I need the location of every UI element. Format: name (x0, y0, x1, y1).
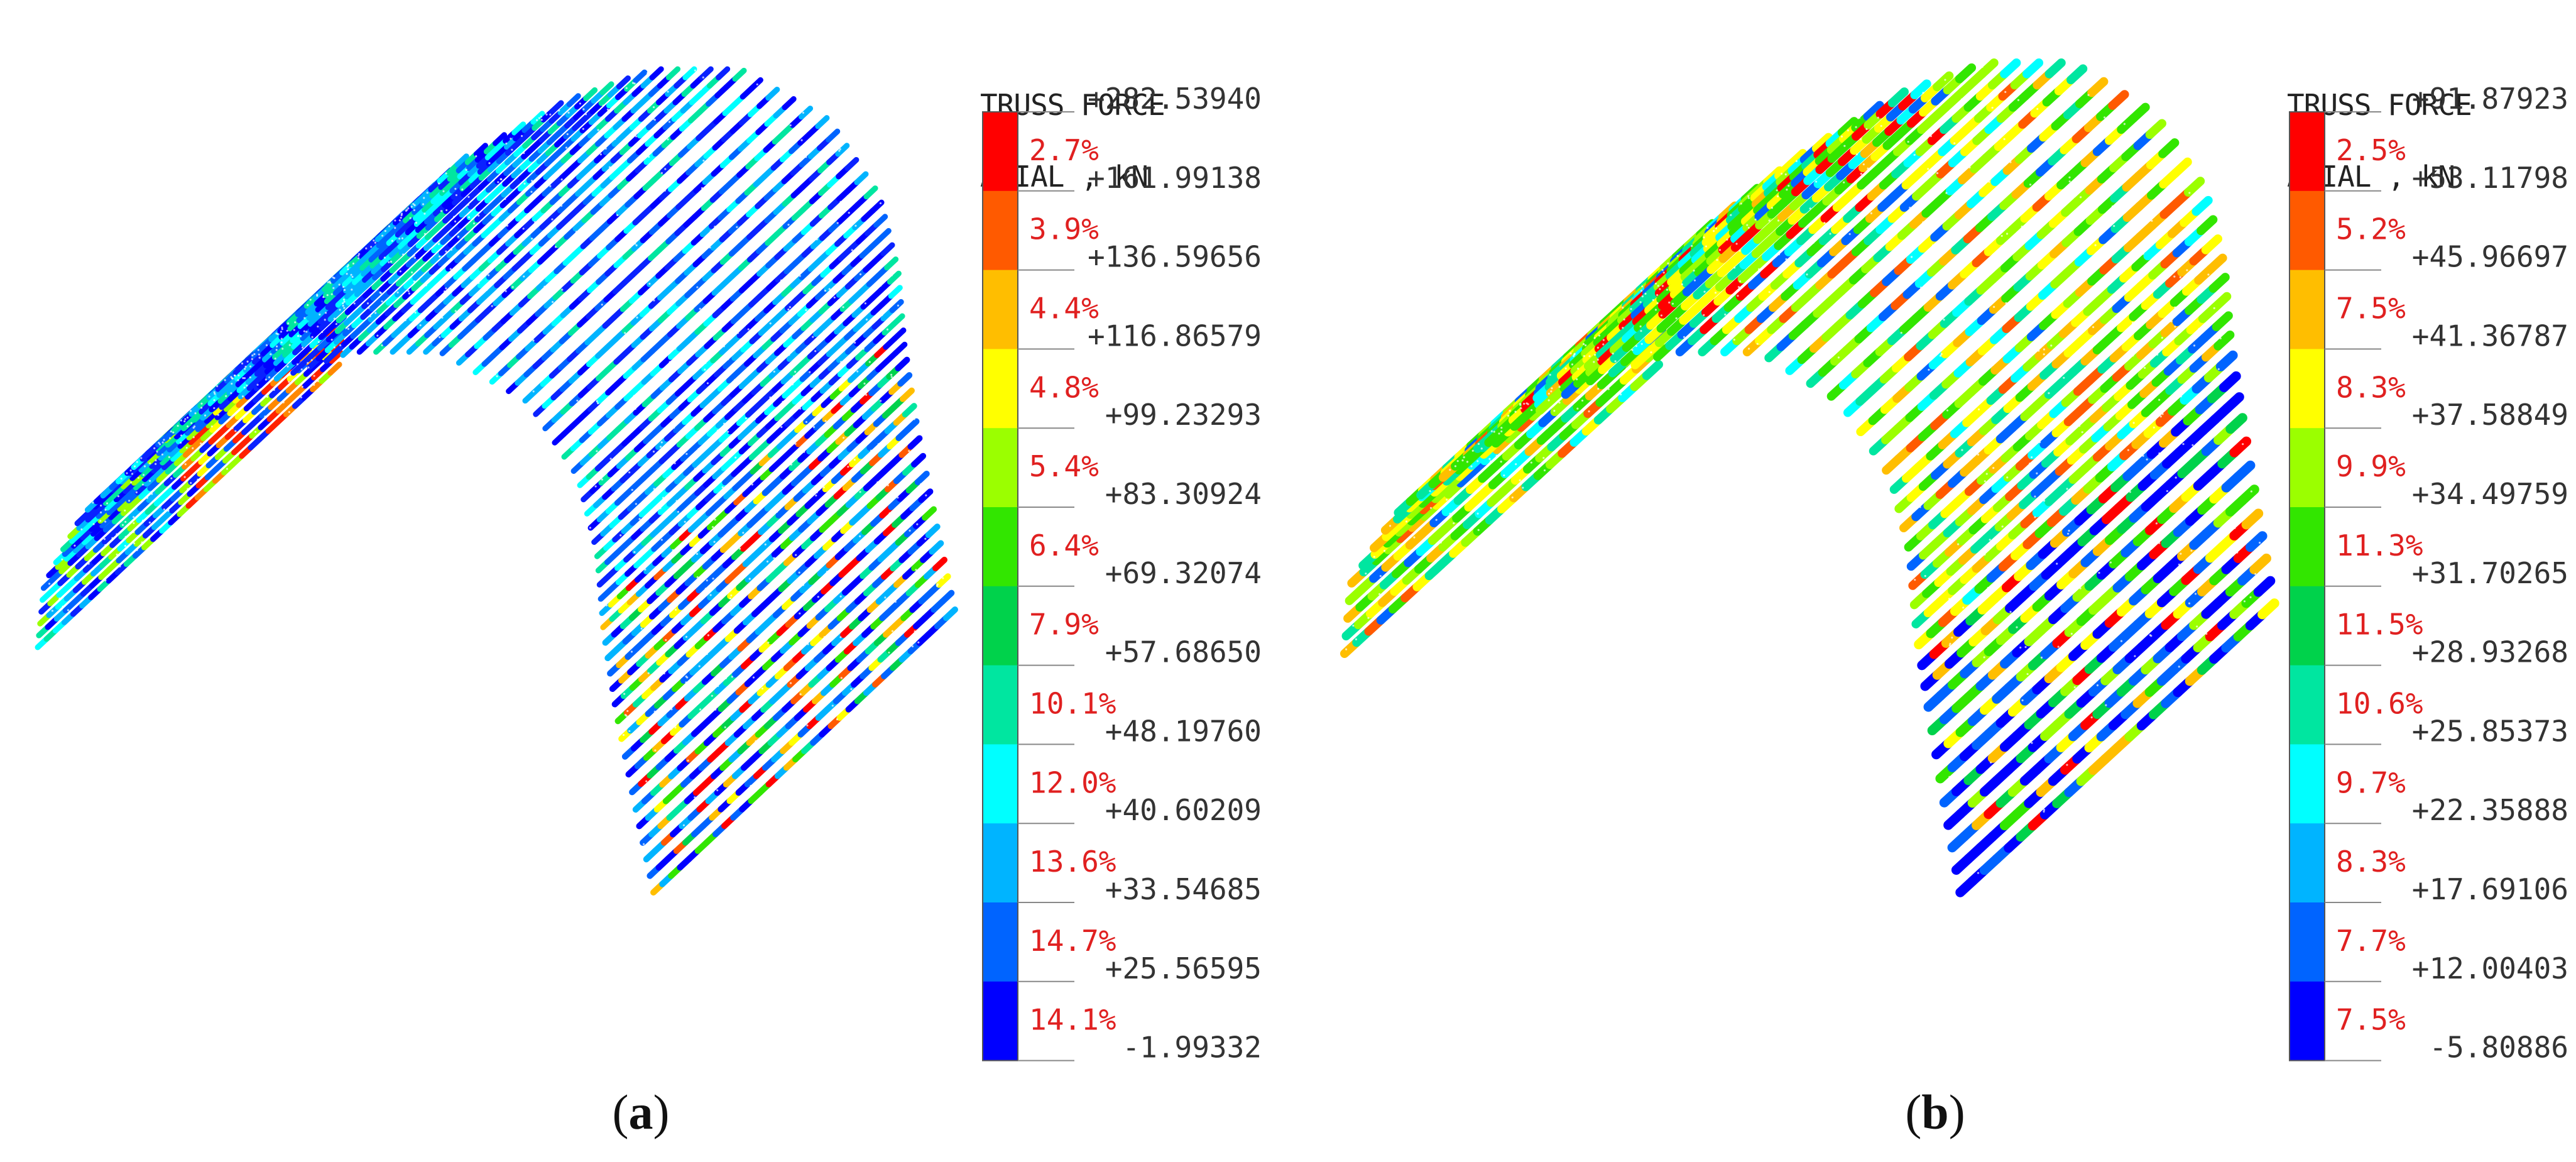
truss-force-contour-plot-a (35, 66, 958, 896)
colorbar-level-label: +99.23293 (1105, 398, 1262, 432)
colorbar-level-label: +161.99138 (1088, 161, 1262, 195)
colorbar-band (983, 586, 1018, 666)
colorbar-percent-label: 9.9% (2336, 449, 2406, 483)
colorbar-level-label: +57.68650 (1105, 635, 1262, 669)
colorbar-band (2289, 665, 2325, 745)
colorbar-band (2289, 507, 2325, 587)
caption-b: (b) (1905, 1085, 1965, 1139)
colorbar-percent-label: 4.8% (1029, 370, 1099, 404)
colorbar-level-label: -1.99332 (1122, 1031, 1262, 1065)
colorbar-level-label: +37.58849 (2412, 398, 2568, 432)
colorbar-percent-label: 8.3% (2336, 845, 2406, 879)
colorbar-percent-label: 11.3% (2336, 529, 2423, 562)
colorbar-level-label: +41.36787 (2412, 319, 2568, 353)
colorbar-level-label: +40.60209 (1105, 793, 1262, 827)
colorbar-band (983, 902, 1018, 982)
colorbar-level-label: +12.00403 (2412, 951, 2568, 985)
colorbar-band (983, 744, 1018, 824)
colorbar-a: +282.53940 +161.99138 +136.59656 +116.86579… (982, 82, 1262, 1065)
colorbar-level-label: +282.53940 (1088, 82, 1262, 116)
panel-b: TRUSS FORCE AXIAL , kN +91.87923 +53.1179… (1288, 0, 2576, 1162)
colorbar-level-label: +25.56595 (1105, 951, 1262, 985)
colorbar-percent-label: 7.5% (2336, 1003, 2406, 1037)
colorbar-level-label: +28.93268 (2412, 635, 2568, 669)
colorbar-percent-label: 5.2% (2336, 212, 2406, 246)
colorbar-band (983, 665, 1018, 745)
legend-title-line1: TRUSS FORCE (2287, 88, 2472, 122)
colorbar-percent-label: 2.7% (1029, 133, 1099, 167)
colorbar-percent-label: 13.6% (1029, 845, 1116, 879)
colorbar-band (983, 112, 1018, 192)
colorbar-band (983, 981, 1018, 1061)
colorbar-level-label: +69.32074 (1105, 556, 1262, 590)
colorbar-level-label: -5.80886 (2429, 1031, 2568, 1065)
colorbar-band (983, 270, 1018, 349)
panel-a: TRUSS FORCE AXIAL , kN +282.53940 +161.99… (35, 0, 1275, 1139)
colorbar-level-label: +45.96697 (2412, 240, 2568, 274)
colorbar-percent-label: 6.4% (1029, 529, 1099, 562)
colorbar-level-label: +33.54685 (1105, 872, 1262, 906)
color-legend-a: TRUSS FORCE AXIAL , kN +282.53940 +161.99… (980, 0, 1275, 1081)
colorbar-percent-label: 12.0% (1029, 765, 1116, 799)
colorbar-band (2289, 823, 2325, 903)
colorbar-band (2289, 270, 2325, 349)
colorbar-band (983, 823, 1018, 903)
colorbar-percent-label: 10.6% (2336, 687, 2423, 721)
colorbar-percent-label: 2.5% (2336, 133, 2406, 167)
colorbar-percent-label: 10.1% (1029, 687, 1116, 721)
colorbar-band (983, 349, 1018, 429)
colorbar-level-label: +25.85373 (2412, 714, 2568, 748)
colorbar-level-label: +91.87923 (2412, 82, 2568, 116)
colorbar-band (2289, 428, 2325, 508)
colorbar-percent-label: 5.4% (1029, 449, 1099, 483)
caption-label: a (628, 1085, 653, 1139)
colorbar-level-label: +48.19760 (1105, 714, 1262, 748)
colorbar-percent-label: 9.7% (2336, 765, 2406, 799)
caption-a: (a) (612, 1085, 670, 1139)
truss-force-contour-plot-b (1340, 58, 2279, 897)
colorbar-level-label: +136.59656 (1088, 240, 1262, 274)
colorbar-percent-label: 7.7% (2336, 924, 2406, 958)
colorbar-band (2289, 112, 2325, 192)
colorbar-band (2289, 902, 2325, 982)
colorbar-percent-label: 14.1% (1029, 1003, 1116, 1037)
caption-label: b (1921, 1085, 1949, 1139)
colorbar-band (2289, 349, 2325, 429)
colorbar-percent-label: 14.7% (1029, 924, 1116, 958)
colorbar-band (2289, 981, 2325, 1061)
colorbar-percent-label: 11.5% (2336, 608, 2423, 642)
colorbar-percent-label: 7.9% (1029, 608, 1099, 642)
legend-title-a: TRUSS FORCE AXIAL , kN (980, 45, 1165, 236)
colorbar-band (983, 428, 1018, 508)
colorbar-band (2289, 744, 2325, 824)
colorbar-level-label: +17.69106 (2412, 872, 2568, 906)
colorbar-level-label: +34.49759 (2412, 477, 2568, 511)
colorbar-percent-label: 3.9% (1029, 212, 1099, 246)
color-legend-b: TRUSS FORCE AXIAL , kN +91.87923 +53.1179… (2287, 0, 2576, 1081)
colorbar-percent-label: 8.3% (2336, 370, 2406, 404)
colorbar-level-label: +116.86579 (1088, 319, 1262, 353)
colorbar-percent-label: 7.5% (2336, 292, 2406, 326)
colorbar-band (2289, 586, 2325, 666)
colorbar-band (983, 507, 1018, 587)
colorbar-level-label: +83.30924 (1105, 477, 1262, 511)
colorbar-level-label: +31.70265 (2412, 556, 2568, 590)
legend-title-line1: TRUSS FORCE (980, 88, 1165, 122)
colorbar-level-label: +22.35888 (2412, 793, 2568, 827)
colorbar-percent-label: 4.4% (1029, 292, 1099, 326)
colorbar-band (2289, 190, 2325, 271)
colorbar-level-label: +53.11798 (2412, 161, 2568, 195)
colorbar-b: +91.87923 +53.11798 +45.96697 +41.36787 +37.… (2289, 82, 2568, 1065)
colorbar-band (983, 190, 1018, 271)
